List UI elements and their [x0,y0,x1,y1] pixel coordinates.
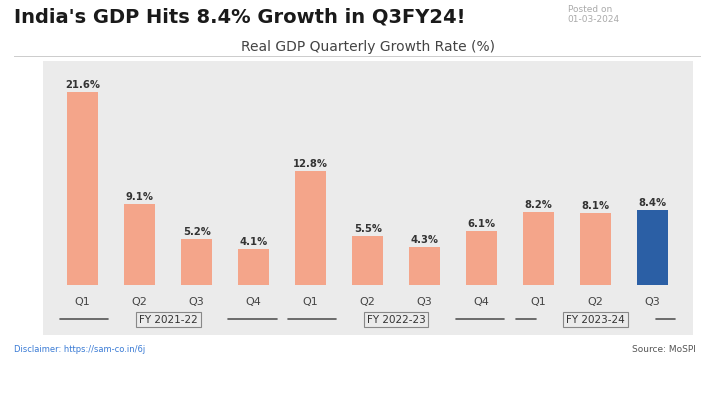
Text: FY 2021-22: FY 2021-22 [139,315,198,325]
Text: Q3: Q3 [188,296,205,306]
Text: Q3: Q3 [417,296,433,306]
Text: 9.1%: 9.1% [126,192,154,202]
Bar [580,213,611,286]
Text: Source: MoSPI: Source: MoSPI [633,344,696,353]
Text: ✓SAMCO: ✓SAMCO [621,375,696,389]
Bar [67,93,99,286]
Text: 8.1%: 8.1% [582,200,610,211]
Text: 8.4%: 8.4% [638,198,667,208]
Text: 5.2%: 5.2% [183,227,211,237]
Text: Q2: Q2 [132,296,148,306]
Text: 5.5%: 5.5% [353,224,382,234]
Text: Disclaimer: https://sam-co.in/6j: Disclaimer: https://sam-co.in/6j [14,344,146,353]
Bar [523,213,554,286]
Bar [409,247,441,286]
Text: FY 2023-24: FY 2023-24 [566,315,625,325]
Text: Q1: Q1 [75,296,91,306]
Bar [637,211,668,286]
Text: 6.1%: 6.1% [468,219,496,229]
Text: India's GDP Hits 8.4% Growth in Q3FY24!: India's GDP Hits 8.4% Growth in Q3FY24! [14,8,466,26]
Text: #SAMSHOTS: #SAMSHOTS [18,375,126,389]
Text: 8.2%: 8.2% [525,200,553,210]
Bar [352,237,383,286]
Text: Q3: Q3 [645,296,660,306]
Bar [238,249,269,286]
Text: Posted on
01-03-2024: Posted on 01-03-2024 [568,5,620,24]
Text: Q4: Q4 [474,296,490,306]
Bar [181,239,212,286]
Text: 21.6%: 21.6% [65,80,100,90]
Text: Q2: Q2 [588,296,603,306]
Bar [124,204,156,286]
Text: Q1: Q1 [531,296,547,306]
Text: 12.8%: 12.8% [293,158,328,168]
Text: 4.1%: 4.1% [240,236,268,246]
Text: FY 2022-23: FY 2022-23 [367,315,426,325]
Text: Q2: Q2 [360,296,376,306]
Text: 4.3%: 4.3% [411,235,438,245]
Bar [466,231,498,286]
Text: Real GDP Quarterly Growth Rate (%): Real GDP Quarterly Growth Rate (%) [241,40,495,54]
Bar [295,171,326,286]
Text: Q4: Q4 [246,296,261,306]
Text: Q1: Q1 [303,296,318,306]
